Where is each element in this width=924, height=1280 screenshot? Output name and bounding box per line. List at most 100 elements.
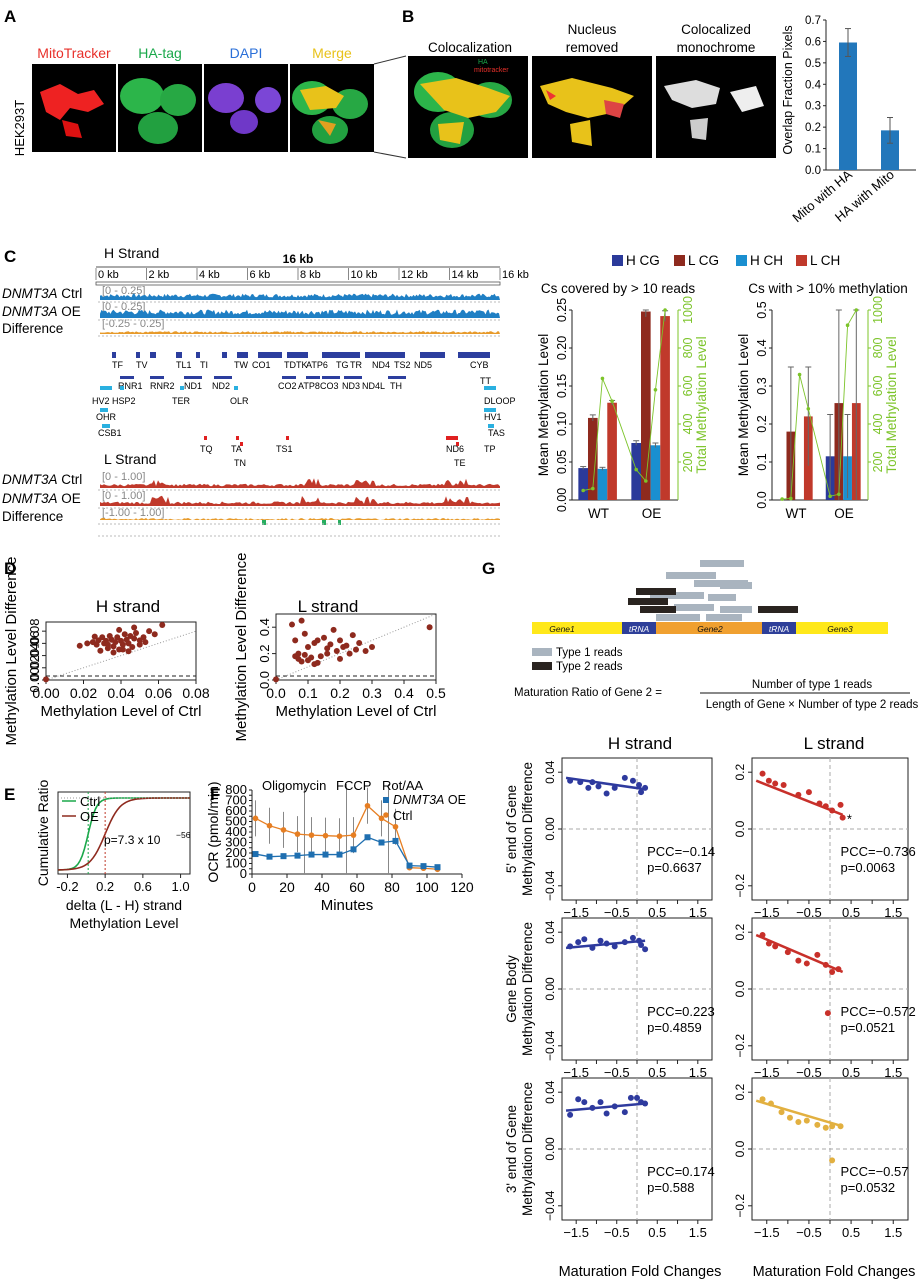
- ruler-tick-label: 0 kb: [98, 269, 119, 281]
- d-l-point: [292, 637, 299, 644]
- type1-read: [720, 582, 752, 589]
- h-strand-label: H Strand: [104, 245, 159, 261]
- gene-label: TS2: [394, 360, 411, 370]
- b-ytick-label: 0.0: [805, 165, 821, 177]
- panel-label-g: G: [482, 559, 495, 578]
- g-point: [837, 801, 844, 808]
- ruler-tick-label: 12 kb: [401, 269, 428, 281]
- d-l-point: [311, 661, 318, 668]
- g-row-label-2: Methylation Difference: [520, 762, 535, 896]
- gene-tick: [136, 352, 140, 358]
- f-point-ctrl: [308, 832, 315, 838]
- gene-block: [176, 352, 182, 358]
- col-title-h: H strand: [608, 734, 672, 753]
- e-xtick-label: 0.6: [134, 879, 152, 894]
- gene-tick: [420, 352, 424, 358]
- g-point: [567, 1111, 574, 1118]
- track-label-l-ctrl: DNMT3A Ctrl: [2, 472, 82, 487]
- d-h-point: [119, 646, 126, 653]
- b-ytick-label: 0.2: [805, 122, 821, 134]
- g-xtick-label: −0.5: [604, 1225, 630, 1240]
- b-ytick-label: 0.3: [805, 101, 821, 113]
- g-pvalue: p=0.6637: [647, 860, 702, 875]
- g-xtick-label: −0.5: [796, 1225, 822, 1240]
- g-point: [597, 937, 604, 944]
- g-xtick-label: 1.5: [689, 905, 707, 920]
- d-h-point: [125, 648, 132, 655]
- g-point: [772, 943, 779, 950]
- gene-label: ND4L: [362, 381, 385, 391]
- gene-label: TT: [480, 376, 491, 386]
- control-region-block: [100, 386, 112, 390]
- f-legend-oe-marker: [383, 797, 389, 803]
- gene-label: HV2: [92, 396, 110, 406]
- gene-tick: [196, 352, 200, 358]
- type2-read: [636, 588, 676, 595]
- g-point: [822, 961, 829, 968]
- gene-label: DLOOP: [484, 396, 516, 406]
- d-l-point: [305, 644, 311, 650]
- legend-type2: Type 2 reads: [556, 661, 623, 673]
- g-point: [636, 781, 643, 788]
- g-point: [589, 1104, 596, 1111]
- f-ytick-label: 800: [225, 782, 247, 797]
- d-l-ytick-label: 0.4: [257, 618, 272, 636]
- g-xtick-label: −1.5: [563, 905, 589, 920]
- e-legend-oe: OE: [80, 809, 99, 824]
- gene-block-small: [322, 376, 340, 379]
- gene-label: TI: [200, 360, 208, 370]
- g-point: [638, 789, 645, 796]
- gene-label: HSP2: [112, 396, 136, 406]
- g-xtick-label: −1.5: [754, 1225, 780, 1240]
- c1-y2tick-label: 600: [681, 376, 695, 397]
- chart-b-ylabel: Overlap Fraction Pixels: [781, 25, 795, 154]
- gene-label: TS1: [276, 444, 293, 454]
- panel-d-scatter: H strand L strand 0.00 0.02 0.04 0.06 0.080.…: [3, 553, 446, 746]
- g-point: [816, 800, 823, 807]
- d-h-ytick-label: 0.06: [27, 631, 42, 656]
- gene-label: ATP6: [306, 360, 328, 370]
- d-l-point: [362, 647, 369, 654]
- f-point-oe: [350, 846, 357, 853]
- c2-total-point: [837, 492, 841, 497]
- panel-label-e: E: [4, 785, 15, 804]
- d-h-xlabel: Methylation Level of Ctrl: [41, 703, 202, 720]
- c1-bar: [660, 316, 670, 500]
- c1-bar: [607, 402, 617, 500]
- c1-total-point: [600, 376, 605, 381]
- f-ytick-label: 400: [225, 824, 247, 839]
- g-point: [772, 780, 779, 787]
- ruler-tick-label: 16 kb: [502, 269, 529, 281]
- track-label-h-ctrl: DNMT3A Ctrl: [2, 286, 82, 301]
- g-point: [784, 949, 791, 956]
- c2-xtick-label: WT: [786, 506, 807, 521]
- e-xtick-label: 1.0: [172, 879, 190, 894]
- wiggle-l-diff: [100, 518, 500, 520]
- gene2-block: [656, 622, 762, 634]
- control-region-block: [100, 408, 108, 412]
- d-h-xtick-label: 0.04: [107, 685, 134, 701]
- c2-total-point: [845, 323, 850, 328]
- gene-model-label: Gene3: [827, 624, 853, 634]
- f-point-ctrl: [252, 815, 259, 822]
- gene-label: TH: [390, 381, 402, 391]
- d-l-point: [273, 676, 279, 683]
- g-xtick-label: 0.5: [842, 1065, 860, 1080]
- e-frame: [57, 791, 191, 875]
- l-strand-gene: [446, 436, 458, 440]
- g-pcc: PCC=−0.57: [841, 1164, 909, 1179]
- e-xtick-label: -0.2: [56, 879, 78, 894]
- panel-a: HEK293T MitoTracker HA-tag DAPI Merge: [12, 45, 407, 159]
- range-h-diff: [-0.25 - 0.25]: [102, 318, 164, 330]
- ruler-tick-label: 8 kb: [300, 269, 321, 281]
- gene-block-small: [120, 376, 134, 379]
- f-point-oe: [280, 853, 287, 860]
- g-ytick-label: 0.2: [733, 764, 747, 781]
- g-point: [567, 943, 574, 950]
- g-point: [824, 1010, 831, 1017]
- g-xtick-label: 1.5: [884, 1225, 902, 1240]
- gene-tick: [244, 352, 248, 358]
- d-l-point: [330, 626, 337, 633]
- c2-ytick-label: 0.2: [755, 415, 769, 432]
- g-row-label-1: 5' end of Gene: [504, 785, 519, 873]
